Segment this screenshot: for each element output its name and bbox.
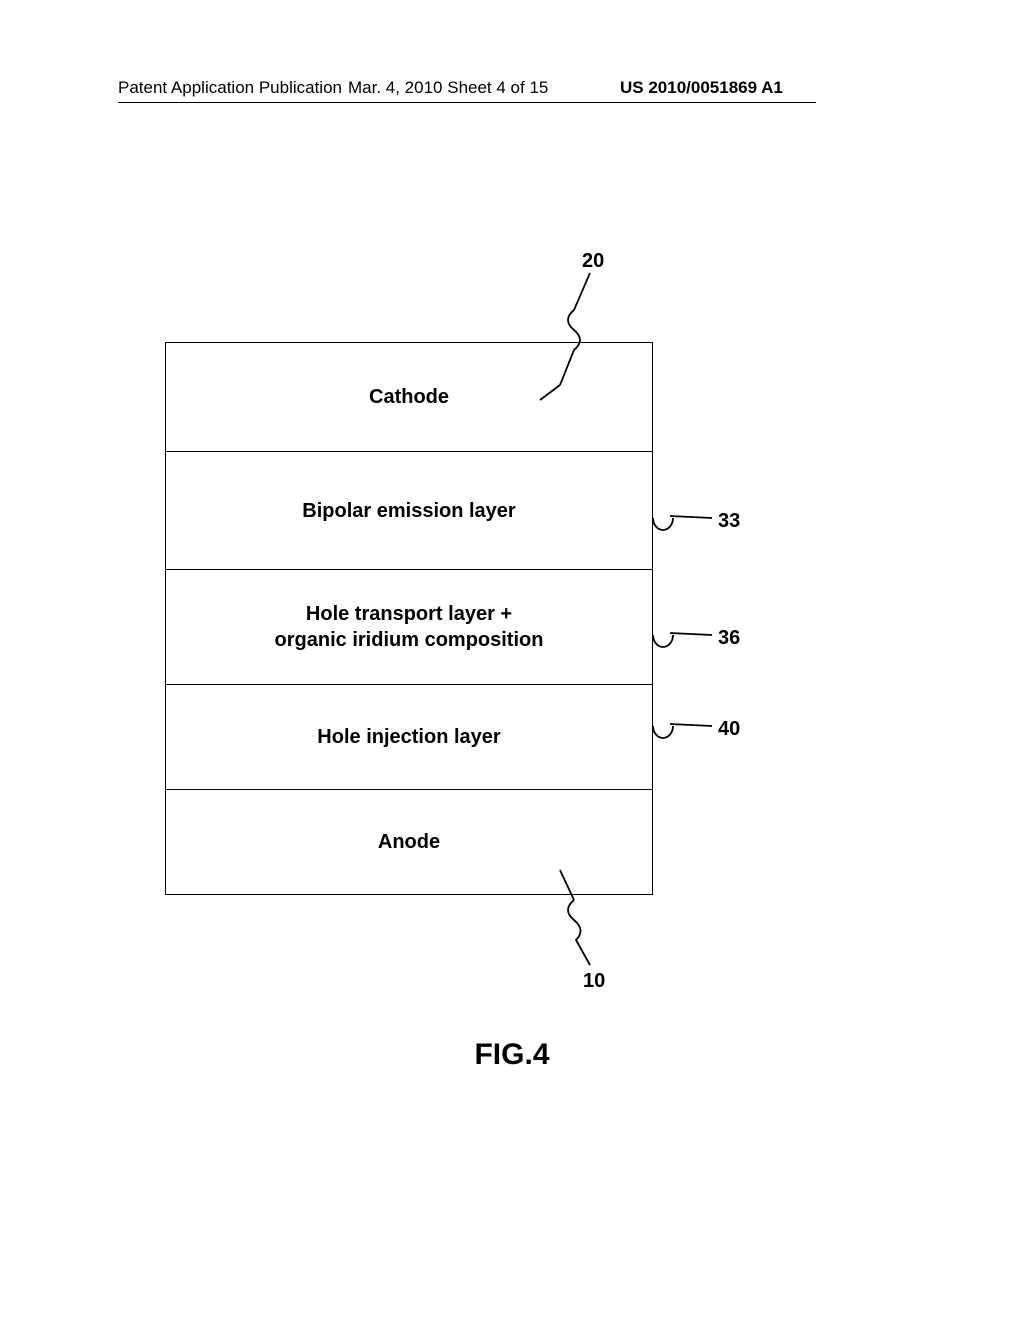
callout-20: 20	[582, 250, 604, 273]
header-rule	[118, 102, 816, 103]
layer-4: Anode	[165, 790, 653, 895]
layer-stack-diagram: CathodeBipolar emission layerHole transp…	[165, 342, 653, 895]
callout-33: 33	[718, 510, 740, 533]
layer-2: Hole transport layer + organic iridium c…	[165, 570, 653, 685]
layer-3: Hole injection layer	[165, 685, 653, 790]
callout-40: 40	[718, 718, 740, 741]
layer-1: Bipolar emission layer	[165, 452, 653, 570]
layer-0: Cathode	[165, 342, 653, 452]
header-patent-number: US 2010/0051869 A1	[620, 78, 783, 98]
figure-caption: FIG.4	[0, 1038, 1024, 1072]
header-date-sheet: Mar. 4, 2010 Sheet 4 of 15	[348, 78, 548, 98]
callout-10: 10	[583, 970, 605, 993]
header-publication: Patent Application Publication	[118, 78, 342, 98]
callout-36: 36	[718, 627, 740, 650]
